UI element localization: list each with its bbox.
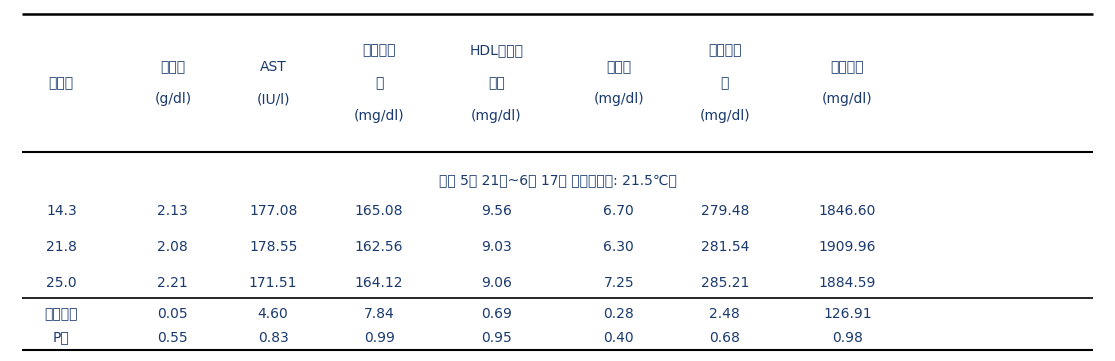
- Text: (IU/l): (IU/l): [256, 92, 290, 106]
- Text: (mg/dl): (mg/dl): [822, 92, 873, 106]
- Text: 7.84: 7.84: [363, 307, 395, 321]
- Text: 0.83: 0.83: [258, 331, 289, 344]
- Text: 14.3: 14.3: [46, 204, 77, 218]
- Text: 9.56: 9.56: [481, 204, 512, 218]
- Text: 글루코오: 글루코오: [708, 44, 741, 57]
- Text: 2.13: 2.13: [157, 204, 188, 218]
- Text: 1884.59: 1884.59: [818, 277, 876, 290]
- Text: 0.05: 0.05: [157, 307, 188, 321]
- Text: 0.95: 0.95: [481, 331, 512, 344]
- Text: (mg/dl): (mg/dl): [593, 92, 644, 106]
- Text: 279.48: 279.48: [700, 204, 749, 218]
- Text: 164.12: 164.12: [355, 277, 404, 290]
- Text: 2.08: 2.08: [157, 240, 188, 254]
- Text: 0.40: 0.40: [603, 331, 634, 344]
- Text: 0.68: 0.68: [709, 331, 740, 344]
- Text: (g/dl): (g/dl): [154, 92, 192, 106]
- Text: 25.0: 25.0: [46, 277, 77, 290]
- Text: 171.51: 171.51: [249, 277, 298, 290]
- Text: 0.69: 0.69: [481, 307, 512, 321]
- Text: (mg/dl): (mg/dl): [471, 109, 522, 122]
- Text: 스: 스: [720, 76, 729, 90]
- Text: 1846.60: 1846.60: [818, 204, 876, 218]
- Text: HDL콜레스: HDL콜레스: [469, 44, 523, 57]
- Text: 4.60: 4.60: [258, 307, 289, 321]
- Text: 9.03: 9.03: [481, 240, 512, 254]
- Text: 281.54: 281.54: [700, 240, 749, 254]
- Text: 162.56: 162.56: [355, 240, 404, 254]
- Text: 단백질: 단백질: [607, 60, 631, 74]
- Text: 0.55: 0.55: [157, 331, 188, 344]
- Text: AST: AST: [260, 60, 287, 74]
- Text: 콜레스테: 콜레스테: [362, 44, 396, 57]
- Text: 중성지방: 중성지방: [831, 60, 864, 74]
- Text: 0.98: 0.98: [832, 331, 863, 344]
- Text: 9.06: 9.06: [481, 277, 512, 290]
- Text: 6.70: 6.70: [603, 204, 634, 218]
- Text: 2.21: 2.21: [157, 277, 188, 290]
- Text: 21.8: 21.8: [46, 240, 77, 254]
- Text: 처리구: 처리구: [49, 76, 74, 90]
- Text: 165.08: 165.08: [355, 204, 404, 218]
- Text: 테롤: 테롤: [487, 76, 505, 90]
- Text: 285.21: 285.21: [700, 277, 749, 290]
- Text: 126.91: 126.91: [823, 307, 872, 321]
- Text: 0.99: 0.99: [363, 331, 395, 344]
- Text: 6.30: 6.30: [603, 240, 634, 254]
- Text: 롤: 롤: [375, 76, 384, 90]
- Text: P값: P값: [52, 331, 70, 344]
- Text: 0.28: 0.28: [603, 307, 634, 321]
- Text: 1909.96: 1909.96: [818, 240, 876, 254]
- Text: 국내 5월 21일~6월 17일 （실내온도: 21.5℃）: 국내 5월 21일~6월 17일 （실내온도: 21.5℃）: [438, 174, 677, 187]
- Text: 알부민: 알부민: [161, 60, 185, 74]
- Text: (mg/dl): (mg/dl): [353, 109, 405, 122]
- Text: 177.08: 177.08: [249, 204, 298, 218]
- Text: 178.55: 178.55: [249, 240, 298, 254]
- Text: 표준오차: 표준오차: [45, 307, 78, 321]
- Text: (mg/dl): (mg/dl): [699, 109, 750, 122]
- Text: 7.25: 7.25: [603, 277, 634, 290]
- Text: 2.48: 2.48: [709, 307, 740, 321]
